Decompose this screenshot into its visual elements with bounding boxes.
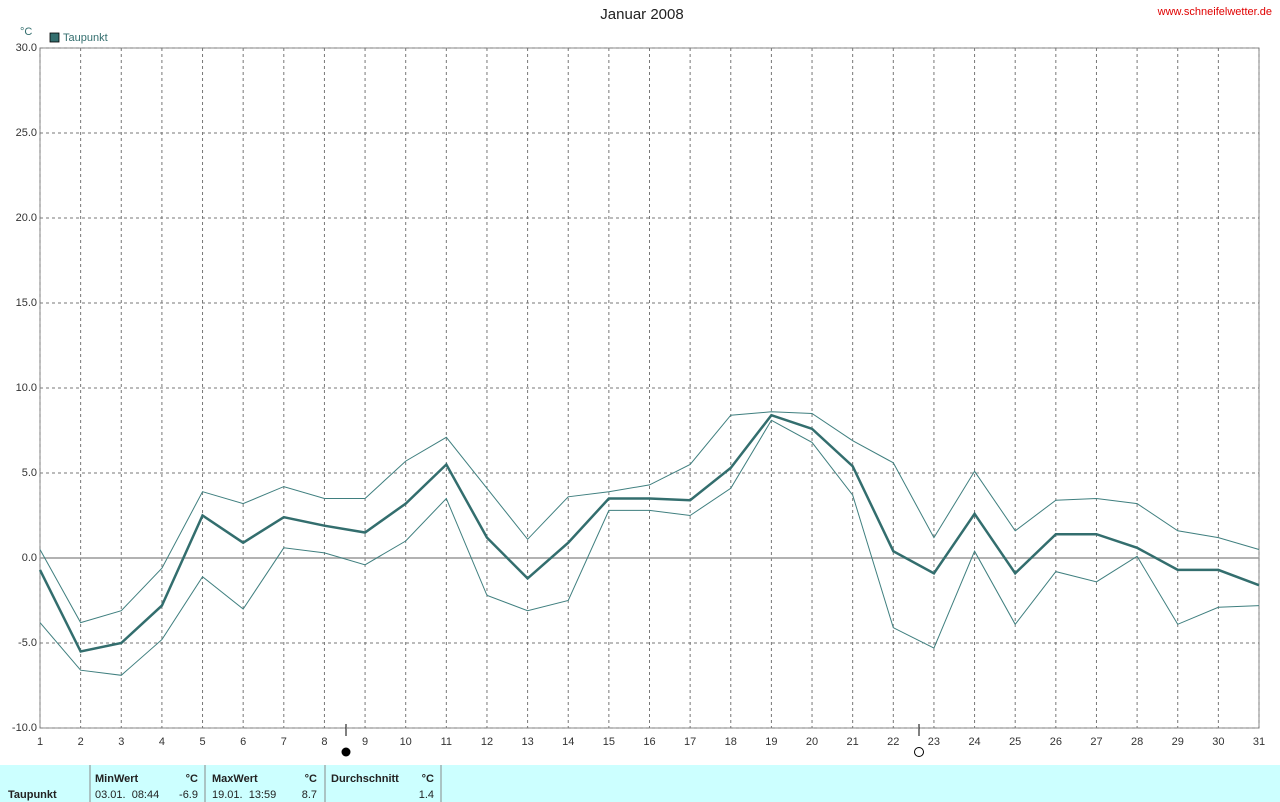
y-tick-label: 0.0 — [22, 552, 37, 564]
x-tick-label: 30 — [1212, 736, 1224, 748]
x-tick-label: 23 — [928, 736, 940, 748]
x-tick-label: 4 — [159, 736, 165, 748]
stats-header: MaxWert — [212, 773, 258, 785]
stats-band — [0, 765, 1280, 802]
x-tick-label: 16 — [643, 736, 655, 748]
stats-unit: °C — [422, 773, 434, 785]
x-tick-label: 24 — [968, 736, 980, 748]
x-tick-label: 26 — [1050, 736, 1062, 748]
stats-time: 03.01. 08:44 — [95, 789, 159, 801]
x-tick-label: 6 — [240, 736, 246, 748]
series-line — [39, 419, 1260, 676]
y-tick-label: 30.0 — [16, 42, 37, 54]
x-tick-label: 17 — [684, 736, 696, 748]
x-tick-label: 2 — [78, 736, 84, 748]
x-tick-label: 29 — [1172, 736, 1184, 748]
chart-title: Januar 2008 — [600, 6, 683, 23]
new-moon — [914, 747, 924, 757]
x-tick-label: 28 — [1131, 736, 1143, 748]
source: www.schneifelwetter.de — [1157, 6, 1272, 18]
stats-time: 19.01. 13:59 — [212, 789, 276, 801]
x-tick-label: 21 — [847, 736, 859, 748]
x-tick-label: 5 — [199, 736, 205, 748]
x-tick-label: 27 — [1090, 736, 1102, 748]
stats-value: 1.4 — [419, 789, 434, 801]
y-axis-label: °C — [20, 26, 32, 38]
y-tick-label: 5.0 — [22, 467, 37, 479]
stats-unit: °C — [186, 773, 198, 785]
x-tick-label: 18 — [725, 736, 737, 748]
stats-header: Durchschnitt — [331, 773, 399, 785]
x-tick-label: 12 — [481, 736, 493, 748]
x-tick-label: 11 — [441, 736, 452, 748]
x-tick-label: 14 — [562, 736, 574, 748]
y-tick-label: 15.0 — [16, 297, 37, 309]
y-tick-label: 20.0 — [16, 212, 37, 224]
series-line — [39, 411, 1260, 624]
x-tick-label: 3 — [118, 736, 124, 748]
y-tick-label: -5.0 — [18, 637, 37, 649]
y-tick-label: -10.0 — [12, 722, 37, 734]
y-tick-label: 10.0 — [16, 382, 37, 394]
stats-row-label: Taupunkt — [8, 789, 57, 801]
stats-grid — [89, 765, 442, 802]
stats-header: MinWert — [95, 773, 139, 785]
stats-unit: °C — [305, 773, 317, 785]
x-tick-label: 13 — [521, 736, 533, 748]
x-tick-label: 8 — [321, 736, 327, 748]
full-moon — [341, 747, 351, 757]
x-tick-label: 20 — [806, 736, 818, 748]
x-tick-label: 25 — [1009, 736, 1021, 748]
y-tick-label: 25.0 — [16, 127, 37, 139]
x-tick-label: 19 — [765, 736, 777, 748]
legend-label: Taupunkt — [63, 32, 108, 44]
legend-swatch — [49, 32, 60, 43]
x-tick-label: 22 — [887, 736, 899, 748]
stats-value: 8.7 — [302, 789, 317, 801]
series-line — [38, 413, 1260, 653]
x-tick-label: 1 — [37, 736, 43, 748]
x-tick-label: 15 — [603, 736, 615, 748]
x-tick-label: 10 — [400, 736, 412, 748]
x-tick-label: 31 — [1253, 736, 1265, 748]
x-tick-label: 9 — [362, 736, 368, 748]
stats-value: -6.9 — [179, 789, 198, 801]
x-tick-label: 7 — [281, 736, 287, 748]
